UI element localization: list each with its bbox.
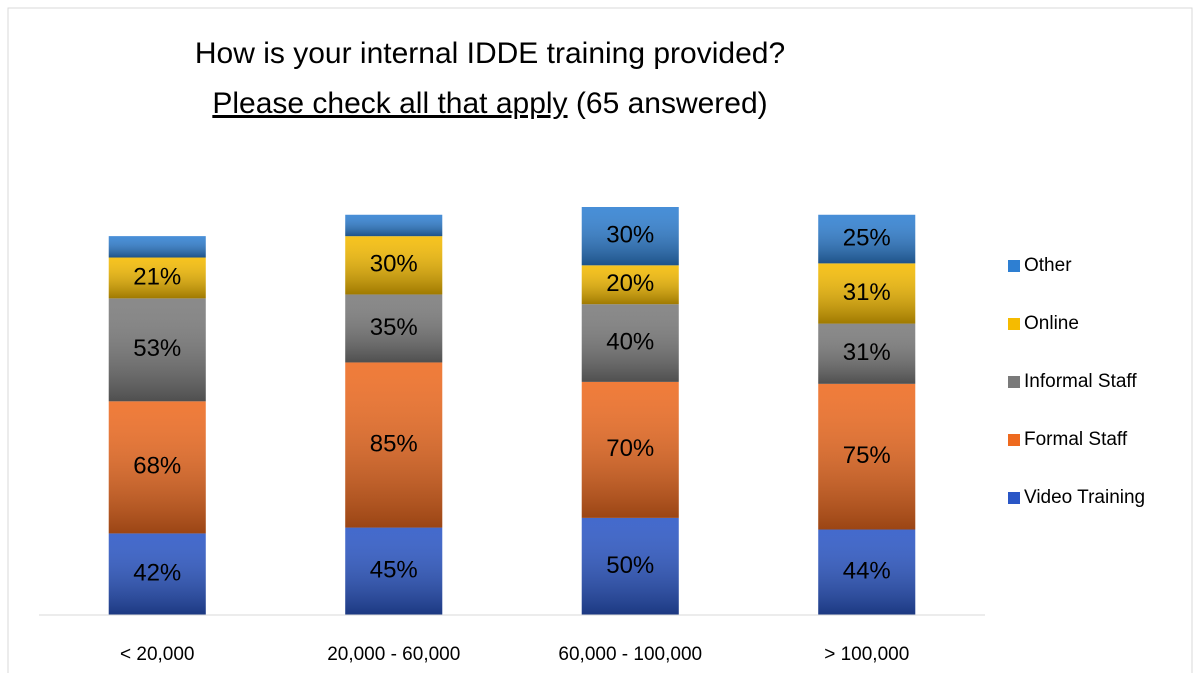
x-tick-label: 60,000 - 100,000 <box>558 644 702 665</box>
data-label: 35% <box>370 314 418 341</box>
bar-shade <box>581 265 679 305</box>
bar-shade <box>345 236 443 295</box>
legend-swatch <box>1008 492 1020 504</box>
data-label: 75% <box>843 442 891 469</box>
data-label: 44% <box>843 558 891 585</box>
legend-swatch <box>1008 318 1020 330</box>
bar-shade <box>108 236 206 258</box>
legend-label: Formal Staff <box>1024 429 1128 450</box>
legend-label: Video Training <box>1024 487 1145 508</box>
data-label: 31% <box>843 279 891 306</box>
legend-swatch <box>1008 376 1020 388</box>
bar-shade <box>581 207 679 266</box>
bar-shade <box>581 517 679 615</box>
subtitle-underlined: Please check all that apply <box>212 87 567 120</box>
data-label: 45% <box>370 557 418 584</box>
chart-frame <box>7 7 1193 673</box>
data-label: 25% <box>843 224 891 251</box>
data-label: 85% <box>370 430 418 457</box>
data-label: 50% <box>606 552 654 579</box>
bar-shade <box>345 527 443 615</box>
bar-shade <box>818 214 916 264</box>
bar-shade <box>108 401 206 534</box>
data-label: 42% <box>133 560 181 587</box>
bar-shade <box>818 263 916 324</box>
x-tick-label: 20,000 - 60,000 <box>327 644 460 665</box>
chart-subtitle: Please check all that apply (65 answered… <box>212 87 767 120</box>
data-label: 30% <box>606 221 654 248</box>
data-label: 31% <box>843 339 891 366</box>
data-label: 40% <box>606 328 654 355</box>
bar-shade <box>345 214 443 237</box>
bar-shade <box>818 383 916 530</box>
legend-label: Online <box>1024 313 1079 334</box>
x-tick-label: < 20,000 <box>120 644 195 665</box>
bar-shade <box>345 294 443 363</box>
bar-shade <box>345 362 443 528</box>
bar-shade <box>108 533 206 615</box>
legend-swatch <box>1008 260 1020 272</box>
data-label: 30% <box>370 251 418 278</box>
data-label: 70% <box>606 435 654 462</box>
bar-shade <box>108 298 206 402</box>
subtitle-note: (65 answered) <box>576 87 768 120</box>
x-tick-label: > 100,000 <box>824 644 909 665</box>
bar-shade <box>108 257 206 299</box>
bar-shade <box>581 304 679 382</box>
bar-shade <box>818 529 916 615</box>
legend-label: Other <box>1024 255 1072 276</box>
data-label: 68% <box>133 453 181 480</box>
data-label: 53% <box>133 335 181 362</box>
plot: 42% 68% 53% 21% < 20,000 45% 85% 35% 30% 20,000 -… <box>39 207 1145 665</box>
data-label: 20% <box>606 270 654 297</box>
data-label: 21% <box>133 263 181 290</box>
bar-shade <box>818 323 916 384</box>
legend-swatch <box>1008 434 1020 446</box>
bar-shade <box>581 381 679 518</box>
chart-title: How is your internal IDDE training provi… <box>195 37 785 70</box>
legend-label: Informal Staff <box>1024 371 1137 392</box>
